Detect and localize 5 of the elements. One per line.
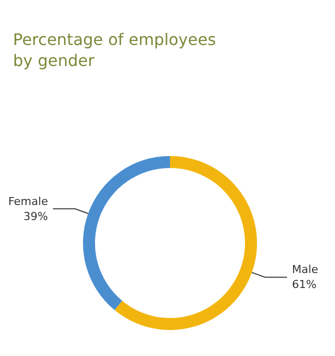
- slice-label: Male: [292, 263, 318, 276]
- chart-title: Percentage of employees by gender: [13, 30, 216, 70]
- data-label: 61%: [292, 278, 316, 292]
- data-label: 39%: [24, 210, 48, 223]
- slice-label: Female: [8, 194, 48, 208]
